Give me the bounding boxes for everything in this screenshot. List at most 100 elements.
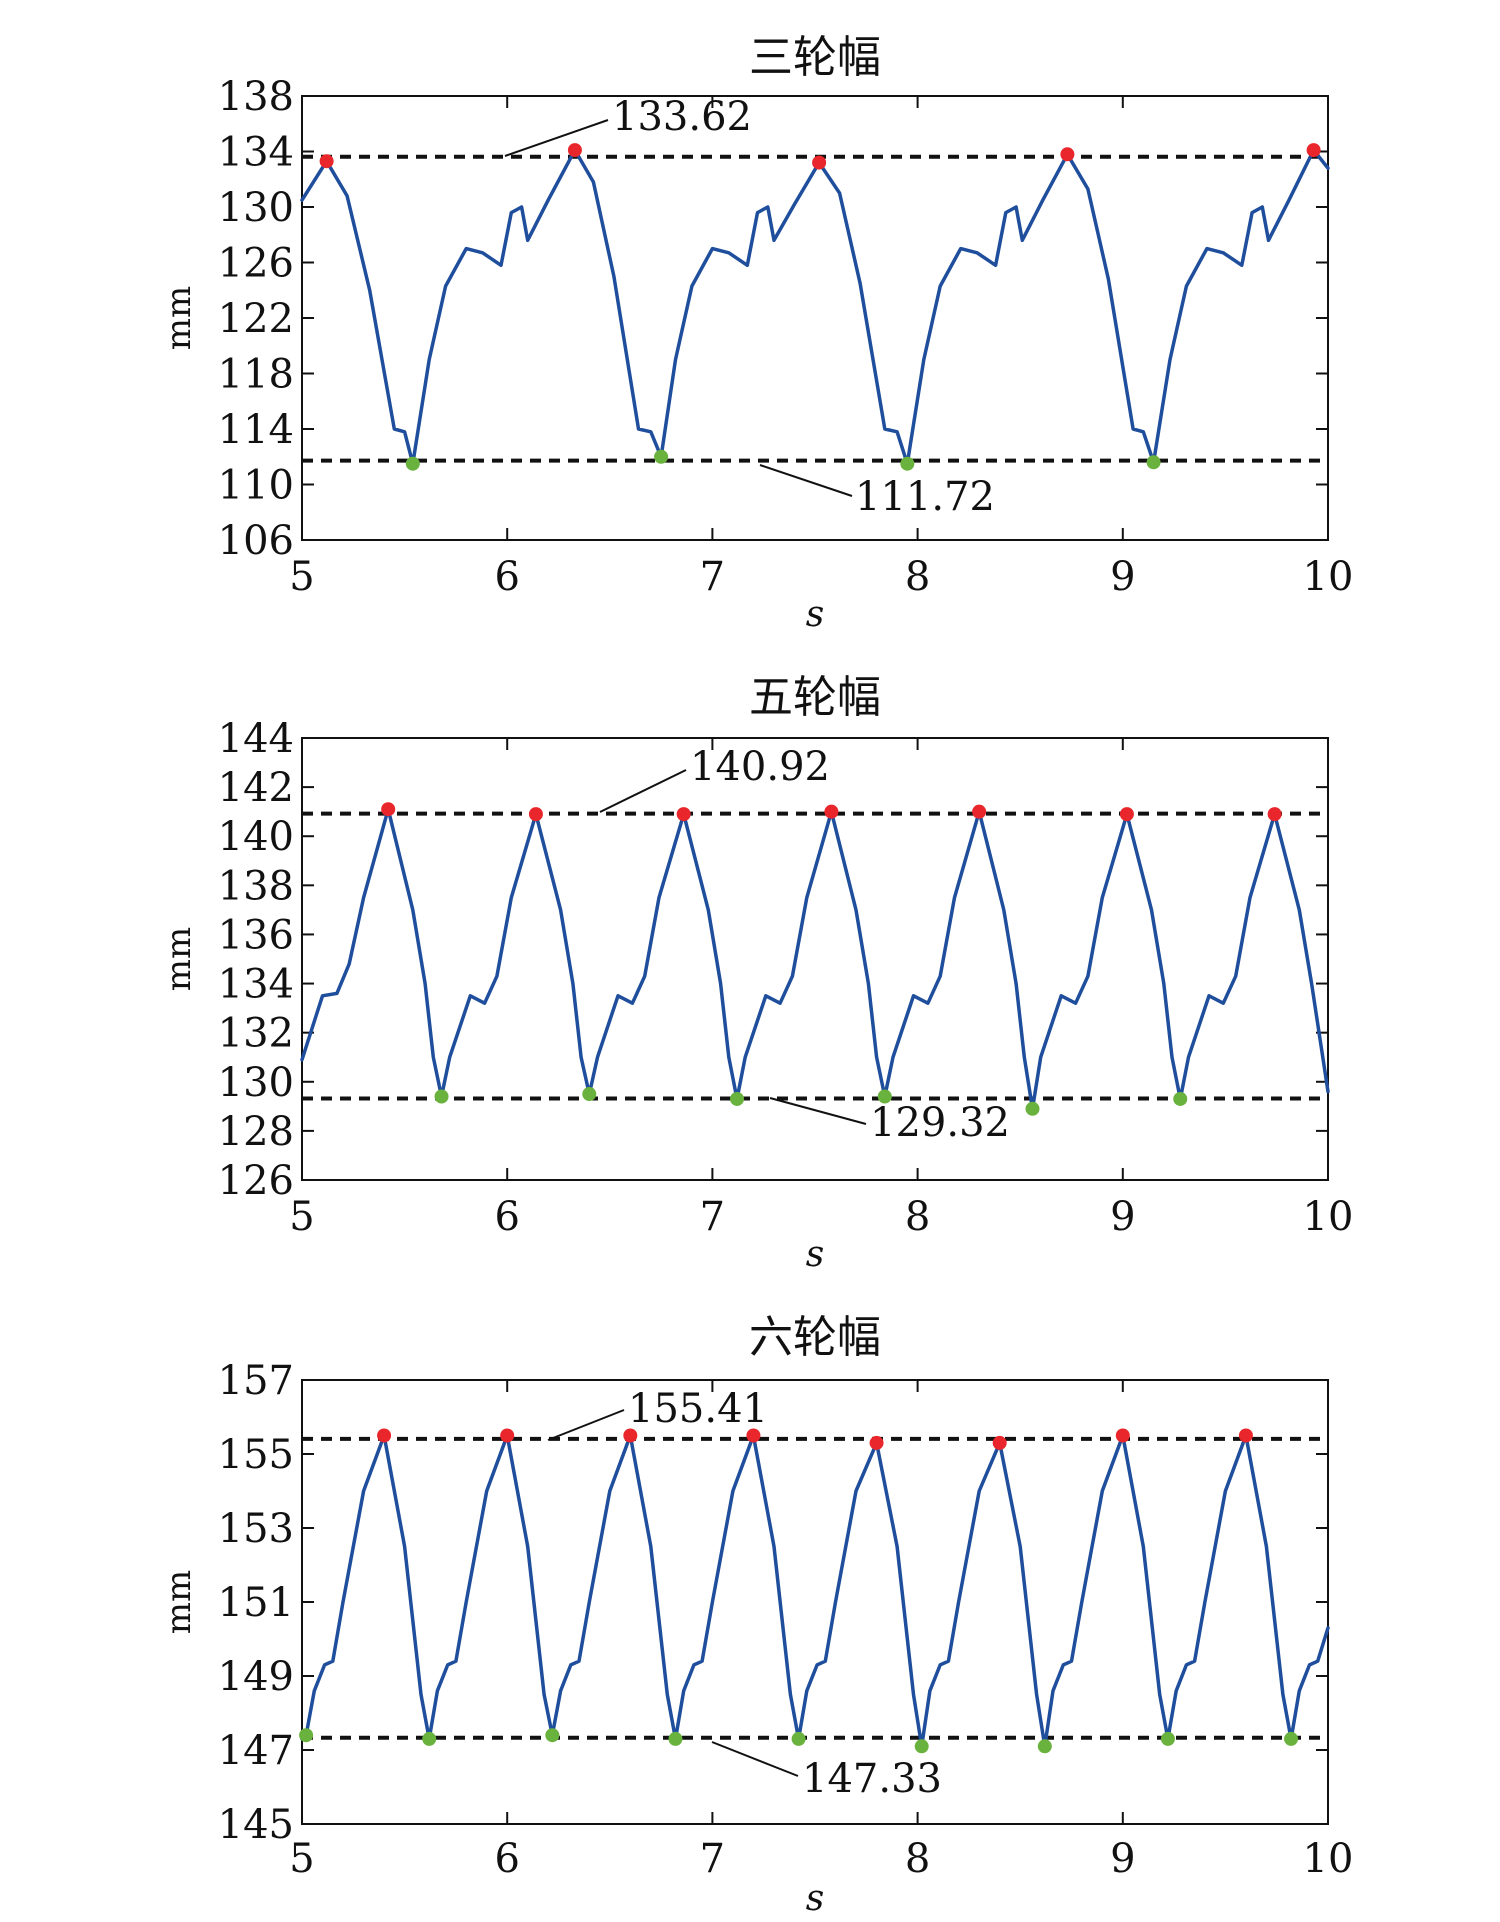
x-axis-label: s xyxy=(806,594,824,635)
y-tick-label: 149 xyxy=(218,1654,294,1700)
y-tick-label: 118 xyxy=(218,352,294,398)
max-point-marker xyxy=(746,1428,761,1443)
y-tick-label: 142 xyxy=(218,765,294,811)
y-tick-label: 147 xyxy=(218,1728,294,1774)
min-point-marker xyxy=(422,1731,437,1746)
x-tick-label: 5 xyxy=(289,554,314,600)
y-tick-label: 153 xyxy=(218,1506,294,1552)
max-point-marker xyxy=(992,1435,1007,1450)
chart-panel-3: 六轮幅 5 6 7 8 9 10 145 147 149 151 153 155 157 s mm 155.41… xyxy=(159,1312,1353,1919)
x-tick-label: 6 xyxy=(494,554,519,600)
x-tick-label: 9 xyxy=(1110,1836,1135,1882)
min-point-marker xyxy=(1146,455,1161,470)
upper-annotation-leader xyxy=(504,119,609,157)
y-tick-label: 110 xyxy=(218,463,294,509)
y-tick-label: 130 xyxy=(218,185,294,231)
lower-annotation-leader xyxy=(711,1741,799,1777)
y-tick-label: 126 xyxy=(218,241,294,287)
y-tick-label: 134 xyxy=(218,130,294,176)
min-point-marker xyxy=(405,456,420,471)
y-tick-label: 106 xyxy=(218,518,294,564)
lower-annotation-label: 129.32 xyxy=(870,1100,1010,1146)
upper-annotation-label: 155.41 xyxy=(628,1386,768,1432)
min-point-marker xyxy=(299,1728,314,1743)
x-tick-label: 7 xyxy=(700,1194,725,1240)
max-point-marker xyxy=(381,802,396,817)
x-tick-label: 6 xyxy=(494,1194,519,1240)
max-point-marker xyxy=(1306,143,1321,158)
x-tick-label: 10 xyxy=(1303,1836,1354,1882)
y-tick-label: 155 xyxy=(218,1432,294,1478)
y-axis-label: mm xyxy=(159,286,199,350)
y-axis-label: mm xyxy=(159,927,199,991)
max-point-marker xyxy=(567,143,582,158)
x-tick-label: 8 xyxy=(905,1194,930,1240)
x-axis-label: s xyxy=(806,1878,824,1919)
y-tick-label: 130 xyxy=(218,1060,294,1106)
min-point-marker xyxy=(791,1731,806,1746)
y-tick-label: 151 xyxy=(218,1580,294,1626)
x-tick-label: 10 xyxy=(1303,554,1354,600)
x-tick-label: 8 xyxy=(905,1836,930,1882)
y-tick-label: 132 xyxy=(218,1011,294,1057)
upper-annotation-label: 133.62 xyxy=(612,94,752,140)
lower-annotation-label: 111.72 xyxy=(855,474,995,520)
max-point-marker xyxy=(869,1435,884,1450)
max-point-marker xyxy=(824,804,839,819)
lower-annotation-leader xyxy=(769,1097,867,1125)
min-point-marker xyxy=(914,1739,929,1754)
data-line xyxy=(300,1433,1330,1749)
x-tick-label: 5 xyxy=(289,1194,314,1240)
upper-annotation-label: 140.92 xyxy=(690,744,830,790)
y-tick-label: 138 xyxy=(218,74,294,120)
y-tick-label: 126 xyxy=(218,1158,294,1204)
min-point-marker xyxy=(1173,1091,1188,1106)
max-point-marker xyxy=(1267,807,1282,822)
max-point-marker xyxy=(1238,1428,1253,1443)
max-point-marker xyxy=(319,154,334,169)
x-axis-label: s xyxy=(806,1234,824,1275)
y-tick-label: 122 xyxy=(218,296,294,342)
min-point-marker xyxy=(654,449,669,464)
min-point-marker xyxy=(545,1728,560,1743)
x-tick-label: 10 xyxy=(1303,1194,1354,1240)
y-tick-label: 157 xyxy=(218,1358,294,1404)
y-tick-label: 136 xyxy=(218,912,294,958)
max-point-marker xyxy=(812,155,827,170)
max-point-marker xyxy=(528,807,543,822)
min-point-marker xyxy=(900,456,915,471)
max-point-marker xyxy=(623,1428,638,1443)
chart-panel-1: 三轮幅 5 6 7 8 9 10 106 110 114 118 122 126 130 134 138 s mm… xyxy=(159,32,1353,635)
min-point-marker xyxy=(1160,1731,1175,1746)
max-point-marker xyxy=(1060,147,1075,162)
y-axis-label: mm xyxy=(159,1570,199,1634)
y-tick-label: 138 xyxy=(218,863,294,909)
min-point-marker xyxy=(434,1089,449,1104)
max-point-marker xyxy=(1119,807,1134,822)
upper-annotation-leader xyxy=(547,1409,625,1441)
max-point-marker xyxy=(972,804,987,819)
min-point-marker xyxy=(1037,1739,1052,1754)
chart-title: 六轮幅 xyxy=(749,1312,881,1363)
chart-title: 三轮幅 xyxy=(749,32,881,83)
x-tick-label: 7 xyxy=(700,1836,725,1882)
x-tick-label: 5 xyxy=(289,1836,314,1882)
min-point-marker xyxy=(877,1089,892,1104)
chart-title: 五轮幅 xyxy=(749,672,881,723)
plot-frame xyxy=(301,737,1329,1181)
y-tick-label: 128 xyxy=(218,1109,294,1155)
max-point-marker xyxy=(500,1428,515,1443)
max-point-marker xyxy=(676,807,691,822)
data-line xyxy=(300,807,1330,1111)
y-tick-label: 144 xyxy=(218,716,294,762)
lower-annotation-leader xyxy=(759,464,853,497)
x-tick-label: 9 xyxy=(1110,554,1135,600)
min-point-marker xyxy=(1284,1731,1299,1746)
y-tick-label: 114 xyxy=(218,407,294,453)
data-line xyxy=(300,148,1330,466)
min-point-marker xyxy=(582,1087,597,1102)
upper-annotation-leader xyxy=(599,769,687,813)
x-tick-label: 8 xyxy=(905,554,930,600)
x-tick-label: 6 xyxy=(494,1836,519,1882)
